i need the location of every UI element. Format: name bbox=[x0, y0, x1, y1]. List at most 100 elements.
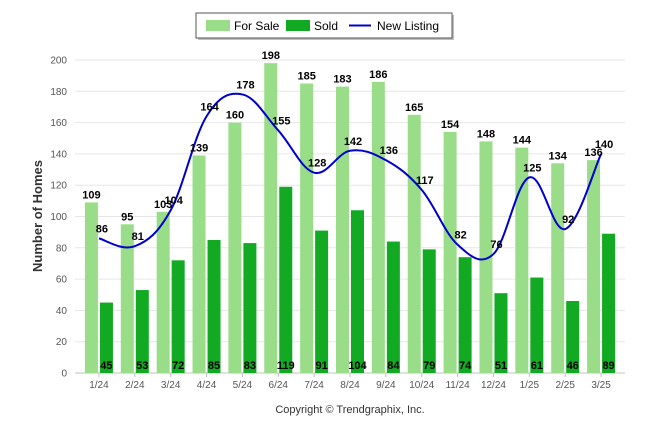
data-label-sold: 104 bbox=[348, 360, 367, 372]
bar-sold bbox=[602, 233, 616, 373]
data-label-for-sale: 144 bbox=[513, 135, 532, 147]
y-tick-label: 200 bbox=[50, 56, 67, 67]
legend-swatch-for-sale bbox=[206, 20, 230, 31]
data-label-sold: 91 bbox=[316, 360, 328, 372]
bar-for-sale bbox=[551, 163, 565, 373]
bar-for-sale bbox=[515, 147, 529, 373]
legend-label-new-listing: New Listing bbox=[377, 19, 439, 33]
y-tick-label: 60 bbox=[56, 275, 68, 286]
y-tick-label: 40 bbox=[56, 306, 68, 317]
bar-sold bbox=[171, 260, 185, 373]
bar-for-sale bbox=[120, 224, 134, 373]
y-tick-label: 160 bbox=[50, 118, 67, 129]
x-tick-label: 7/24 bbox=[304, 380, 324, 391]
data-label-for-sale: 134 bbox=[549, 150, 568, 162]
bar-for-sale bbox=[156, 211, 170, 373]
data-label-for-sale: 103 bbox=[154, 199, 172, 211]
x-tick-label: 1/24 bbox=[89, 380, 109, 391]
y-tick-label: 0 bbox=[61, 369, 67, 380]
x-tick-label: 8/24 bbox=[340, 380, 360, 391]
axes: 0 20 40 60 80 100 120 140 160 180 200 1/24 2/24 3/24 4… bbox=[50, 56, 625, 391]
bar-sold bbox=[99, 302, 113, 373]
data-label-for-sale: 136 bbox=[584, 147, 602, 159]
bar-for-sale bbox=[479, 141, 493, 373]
x-tick-label: 3/24 bbox=[161, 380, 181, 391]
data-label-sold: 79 bbox=[423, 360, 435, 372]
bar-sold bbox=[386, 241, 400, 373]
data-label-for-sale: 139 bbox=[190, 142, 208, 154]
y-axis-title: Number of Homes bbox=[30, 160, 45, 272]
data-label-sold: 51 bbox=[495, 360, 507, 372]
bar-sold bbox=[135, 290, 149, 373]
x-tick-label: 1/25 bbox=[520, 380, 540, 391]
bar-sold bbox=[566, 301, 580, 373]
data-labels: 109 95 103 139 160 198 185 183 186 165 154 148 144 13… bbox=[82, 50, 614, 372]
data-label-new-listing: 136 bbox=[380, 145, 398, 157]
data-label-new-listing: 76 bbox=[490, 239, 502, 251]
data-label-for-sale: 198 bbox=[262, 50, 280, 62]
data-label-sold: 53 bbox=[136, 360, 148, 372]
bar-sold bbox=[422, 249, 436, 373]
x-tick-label: 6/24 bbox=[269, 380, 289, 391]
line-new-listing bbox=[98, 92, 602, 261]
bar-for-sale bbox=[84, 202, 98, 373]
x-tick-label: 12/24 bbox=[481, 380, 506, 391]
copyright-text: Copyright © Trendgraphix, Inc. bbox=[275, 404, 424, 416]
legend-box bbox=[195, 12, 453, 39]
x-tick-label: 2/24 bbox=[125, 380, 145, 391]
x-tick-label: 2/25 bbox=[555, 380, 575, 391]
data-label-new-listing: 155 bbox=[272, 115, 290, 127]
bar-for-sale bbox=[587, 160, 601, 373]
data-label-new-listing: 178 bbox=[236, 79, 254, 91]
data-label-for-sale: 109 bbox=[82, 189, 100, 201]
data-label-new-listing: 142 bbox=[344, 136, 362, 148]
bar-sold bbox=[458, 257, 472, 373]
data-label-sold: 74 bbox=[459, 360, 472, 372]
x-tick-label: 10/24 bbox=[409, 380, 434, 391]
data-label-sold: 85 bbox=[208, 360, 220, 372]
data-label-sold: 45 bbox=[100, 360, 112, 372]
bar-for-sale bbox=[192, 155, 206, 373]
data-label-for-sale: 95 bbox=[121, 211, 133, 223]
bar-for-sale bbox=[407, 114, 421, 374]
y-tick-label: 20 bbox=[56, 337, 68, 348]
data-label-sold: 61 bbox=[531, 360, 543, 372]
data-label-sold: 119 bbox=[277, 360, 295, 372]
bar-sold bbox=[351, 210, 364, 373]
data-label-for-sale: 186 bbox=[369, 69, 387, 81]
x-tick-label: 11/24 bbox=[445, 380, 470, 391]
bar-for-sale bbox=[228, 122, 242, 373]
data-label-new-listing: 125 bbox=[523, 162, 541, 174]
legend: For Sale Sold New Listing bbox=[195, 12, 454, 40]
data-label-new-listing: 81 bbox=[132, 231, 144, 243]
data-label-new-listing: 140 bbox=[595, 139, 613, 151]
data-label-for-sale: 160 bbox=[226, 110, 244, 122]
data-label-for-sale: 185 bbox=[297, 70, 315, 82]
x-tick-label: 5/24 bbox=[233, 380, 253, 391]
bar-sold bbox=[315, 230, 329, 373]
bar-for-sale bbox=[371, 81, 385, 373]
bar-sold bbox=[279, 186, 293, 373]
data-label-new-listing: 128 bbox=[308, 158, 326, 170]
data-label-new-listing: 82 bbox=[454, 230, 466, 242]
bar-sold bbox=[530, 277, 544, 373]
bar-sold bbox=[494, 293, 508, 373]
legend-label-for-sale: For Sale bbox=[234, 19, 280, 33]
y-tick-label: 80 bbox=[56, 243, 68, 254]
data-label-new-listing: 117 bbox=[416, 175, 434, 187]
legend-swatch-sold bbox=[286, 20, 310, 31]
bars bbox=[84, 63, 616, 374]
data-label-sold: 83 bbox=[244, 360, 256, 372]
data-label-sold: 84 bbox=[387, 360, 400, 372]
y-tick-label: 180 bbox=[50, 87, 67, 98]
data-label-new-listing: 164 bbox=[200, 101, 219, 113]
x-tick-label: 4/24 bbox=[197, 380, 217, 391]
data-label-new-listing: 92 bbox=[562, 214, 574, 226]
x-tick-label: 9/24 bbox=[376, 380, 396, 391]
y-tick-label: 100 bbox=[50, 212, 67, 223]
bar-for-sale bbox=[300, 83, 314, 373]
bar-for-sale bbox=[264, 63, 278, 373]
data-label-new-listing: 104 bbox=[164, 195, 183, 207]
